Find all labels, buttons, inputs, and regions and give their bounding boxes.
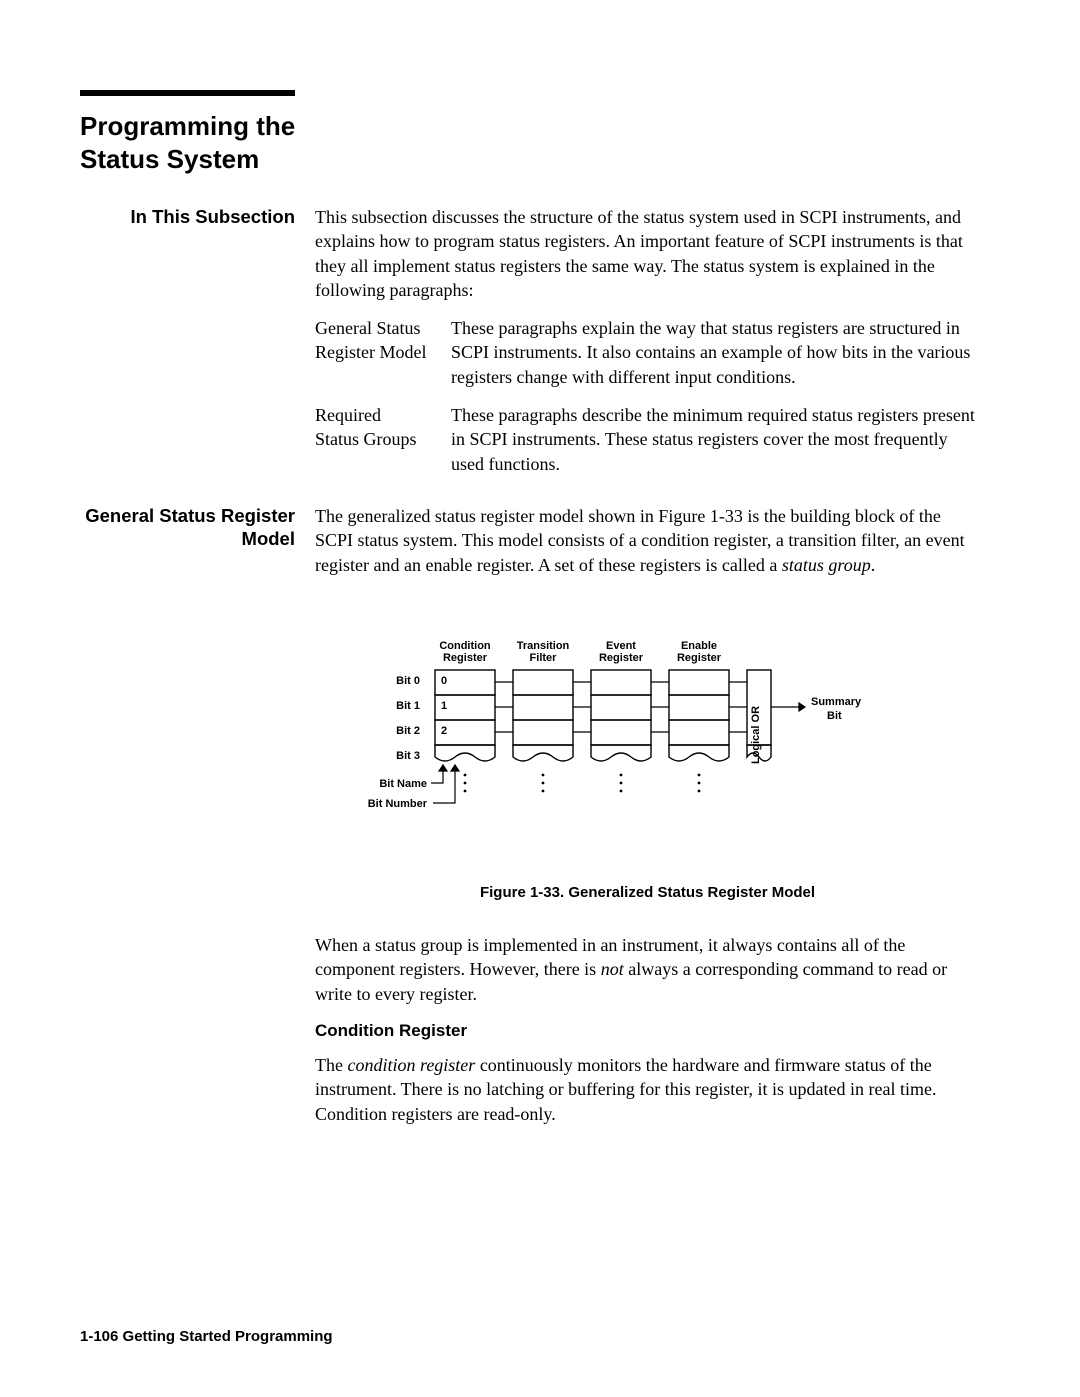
page: Programming the Status System In This Su… bbox=[0, 0, 1080, 1397]
def-term-line: General Status bbox=[315, 318, 420, 338]
section-general-status-register-model: General Status Register Model The genera… bbox=[80, 504, 980, 1140]
diagram-header: Transition bbox=[517, 640, 570, 652]
heading-general-status-register-model: General Status Register Model bbox=[80, 504, 295, 550]
diagram-header: Condition bbox=[439, 640, 491, 652]
text-span-italic: condition register bbox=[347, 1055, 475, 1075]
definition-term: General Status Register Model bbox=[315, 316, 451, 403]
definition-row: General Status Register Model These para… bbox=[315, 316, 980, 403]
def-term-line: Status Groups bbox=[315, 429, 417, 449]
intro-paragraph: This subsection discusses the structure … bbox=[315, 205, 980, 302]
diagram-svg: Condition Register Transition Filter Eve… bbox=[325, 637, 885, 837]
top-rule bbox=[80, 90, 295, 96]
summary-label: Summary bbox=[811, 696, 862, 708]
summary-label: Bit bbox=[827, 710, 842, 722]
heading-in-this-subsection: In This Subsection bbox=[80, 205, 295, 228]
diagram-header: Event bbox=[606, 640, 636, 652]
cell-number: 0 bbox=[441, 675, 447, 687]
definition-term: Required Status Groups bbox=[315, 403, 451, 490]
cell-number: 1 bbox=[441, 700, 447, 712]
or-label: Logical OR bbox=[750, 706, 762, 764]
diagram-header: Register bbox=[599, 652, 644, 664]
bit-label: Bit 0 bbox=[396, 675, 420, 687]
diagram-header: Register bbox=[677, 652, 722, 664]
gsrm-para-1: The generalized status register model sh… bbox=[315, 504, 980, 577]
heading-line: General Status Register bbox=[85, 505, 295, 526]
def-term-line: Required bbox=[315, 405, 381, 425]
bit-label: Bit 1 bbox=[396, 700, 420, 712]
text-span-italic: status group bbox=[782, 555, 871, 575]
subheading-condition-register: Condition Register bbox=[315, 1020, 980, 1043]
diagram-header: Register bbox=[443, 652, 488, 664]
main-title: Programming the Status System bbox=[80, 110, 980, 175]
title-line-2: Status System bbox=[80, 143, 980, 176]
definition-desc: These paragraphs explain the way that st… bbox=[451, 316, 980, 403]
bit-label: Bit 3 bbox=[396, 750, 420, 762]
text-span: The bbox=[315, 1055, 347, 1075]
bit-number-label: Bit Number bbox=[368, 798, 428, 810]
text-span: . bbox=[871, 555, 876, 575]
figure-caption: Figure 1-33. Generalized Status Register… bbox=[315, 883, 980, 903]
condition-register-para: The condition register continuously moni… bbox=[315, 1053, 980, 1126]
definition-row: Required Status Groups These paragraphs … bbox=[315, 403, 980, 490]
bit-name-label: Bit Name bbox=[379, 778, 427, 790]
heading-line: Model bbox=[242, 528, 295, 549]
cell-number: 2 bbox=[441, 725, 447, 737]
figure-1-33: Condition Register Transition Filter Eve… bbox=[315, 637, 980, 903]
definition-list: General Status Register Model These para… bbox=[315, 316, 980, 490]
gsrm-para-2: When a status group is implemented in an… bbox=[315, 933, 980, 1006]
diagram-header: Enable bbox=[681, 640, 717, 652]
title-line-1: Programming the bbox=[80, 110, 980, 143]
diagram-header: Filter bbox=[530, 652, 558, 664]
text-span-italic: not bbox=[601, 959, 624, 979]
definition-desc: These paragraphs describe the minimum re… bbox=[451, 403, 980, 490]
section-in-this-subsection: In This Subsection This subsection discu… bbox=[80, 205, 980, 490]
def-term-line: Register Model bbox=[315, 342, 426, 362]
page-footer: 1-106 Getting Started Programming bbox=[80, 1328, 333, 1345]
bit-label: Bit 2 bbox=[396, 725, 420, 737]
